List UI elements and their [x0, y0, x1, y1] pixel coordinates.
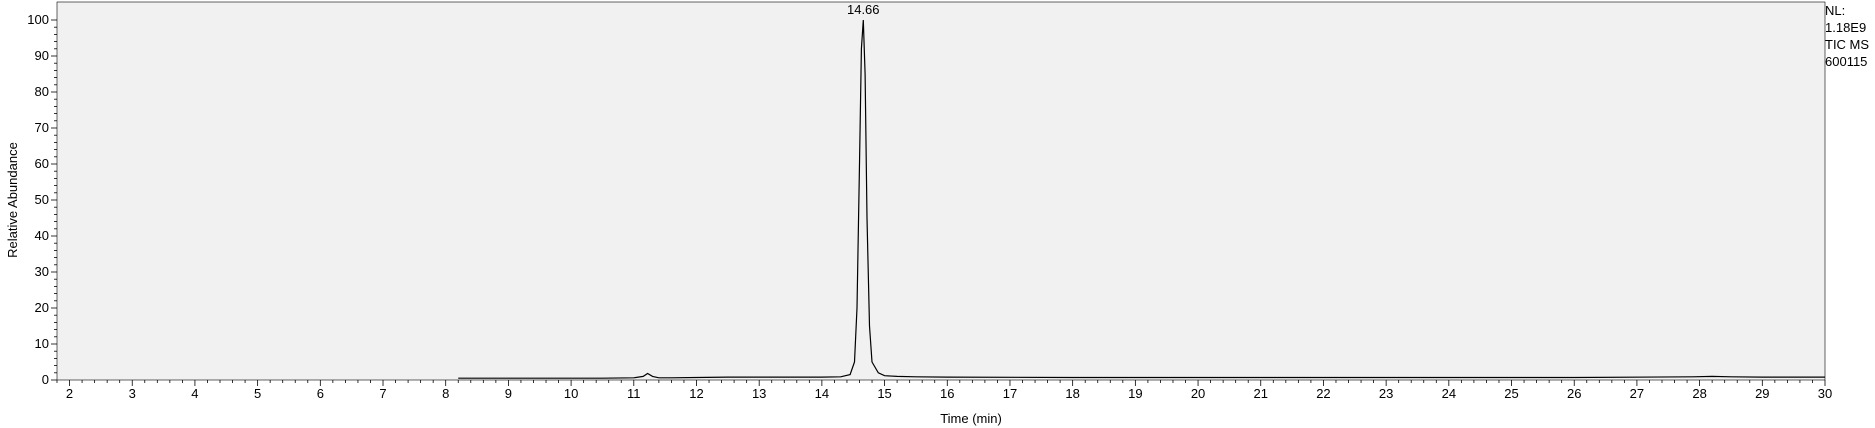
nl-value: 1.18E9	[1825, 20, 1867, 35]
x-tick-label: 27	[1630, 386, 1644, 401]
scan-filter: TIC MS	[1825, 37, 1870, 52]
x-axis-title: Time (min)	[940, 411, 1002, 426]
x-tick-label: 21	[1254, 386, 1268, 401]
x-tick-label: 20	[1191, 386, 1205, 401]
y-tick-label: 50	[35, 192, 49, 207]
x-axis: 2 3 4 5 6 7 8 9 10 11 12 13 14 15 16 17 18 19 20 21 22 23 24 25…	[56, 380, 1832, 401]
y-tick-label: 40	[35, 228, 49, 243]
x-tick-label: 6	[317, 386, 324, 401]
x-tick-label: 16	[940, 386, 954, 401]
x-tick-label: 7	[379, 386, 386, 401]
x-tick-label: 18	[1065, 386, 1079, 401]
normalization-info: NL: 1.18E9 TIC MS 600115	[1825, 2, 1869, 70]
x-tick-label: 26	[1567, 386, 1581, 401]
y-tick-label: 30	[35, 264, 49, 279]
plot-area	[56, 1, 1826, 381]
y-tick-label: 20	[35, 300, 49, 315]
x-tick-label: 8	[442, 386, 449, 401]
y-tick-label: 0	[42, 372, 49, 387]
x-tick-label: 4	[191, 386, 198, 401]
y-axis-title: Relative Abundance	[5, 142, 20, 258]
sample-id: 600115	[1825, 54, 1868, 69]
x-tick-label: 30	[1818, 386, 1832, 401]
y-tick-label: 80	[35, 84, 49, 99]
y-tick-label: 60	[35, 156, 49, 171]
x-tick-label: 10	[564, 386, 578, 401]
x-tick-label: 28	[1692, 386, 1706, 401]
x-tick-label: 14	[815, 386, 829, 401]
x-tick-label: 11	[627, 386, 641, 401]
y-tick-label: 90	[35, 48, 49, 63]
x-tick-label: 17	[1003, 386, 1017, 401]
x-tick-label: 12	[689, 386, 703, 401]
y-tick-label: 70	[35, 120, 49, 135]
x-tick-label: 13	[752, 386, 766, 401]
peak-annotation: 14.66	[847, 2, 880, 17]
x-tick-label: 3	[129, 386, 136, 401]
x-tick-label: 24	[1442, 386, 1456, 401]
y-tick-label: 10	[35, 336, 49, 351]
y-tick-label: 100	[27, 12, 49, 27]
x-tick-label: 5	[254, 386, 261, 401]
x-tick-label: 23	[1379, 386, 1393, 401]
tic-trace-line	[458, 19, 1825, 379]
nl-label: NL:	[1825, 3, 1846, 18]
x-tick-label: 15	[877, 386, 891, 401]
x-tick-label: 29	[1755, 386, 1769, 401]
x-tick-label: 2	[66, 386, 73, 401]
x-tick-label: 19	[1128, 386, 1142, 401]
x-tick-label: 25	[1504, 386, 1518, 401]
x-tick-label: 9	[505, 386, 512, 401]
x-tick-label: 22	[1316, 386, 1330, 401]
y-axis: 0 10 20 30 40 50 60 70 80 90 100	[27, 12, 57, 387]
